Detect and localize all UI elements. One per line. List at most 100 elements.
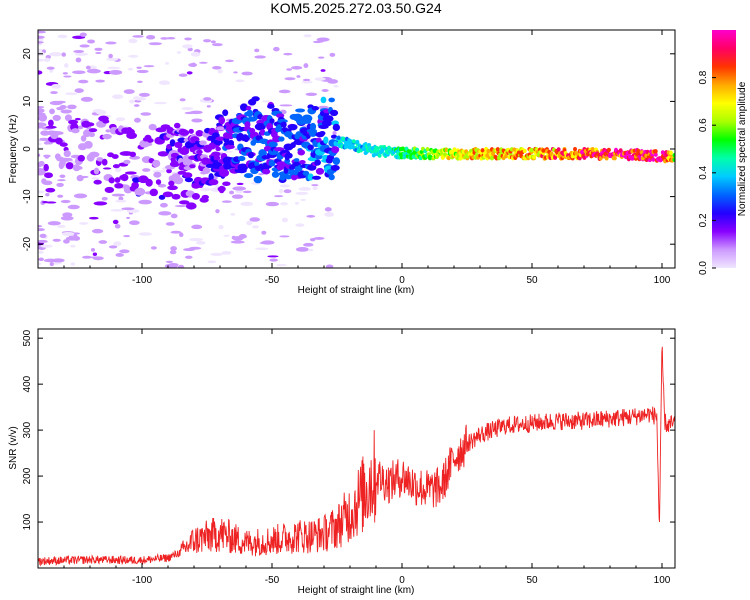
heatmap-cell xyxy=(604,156,609,161)
heatmap-cell xyxy=(184,177,194,183)
heatmap-cell xyxy=(210,40,216,44)
heatmap-cell xyxy=(50,91,58,95)
x-tick-label: -100 xyxy=(132,275,152,286)
heatmap-cell xyxy=(45,187,56,193)
heatmap-cell xyxy=(120,173,129,182)
heatmap-cell xyxy=(137,80,143,83)
heatmap-cell xyxy=(64,63,69,68)
heatmap-cell xyxy=(199,140,207,146)
heatmap-cell xyxy=(87,39,96,44)
heatmap-cell xyxy=(101,196,108,201)
heatmap-cell xyxy=(152,159,161,168)
heatmap-cell xyxy=(72,70,86,75)
heatmap-cell xyxy=(425,147,430,152)
heatmap-cell xyxy=(198,61,208,64)
heatmap-cell xyxy=(115,199,127,203)
heatmap-cell xyxy=(218,185,225,194)
heatmap-cell xyxy=(93,167,100,175)
heatmap-cell xyxy=(38,122,47,128)
heatmap-cell xyxy=(38,167,46,176)
heatmap-cell xyxy=(279,104,293,107)
heatmap-cell xyxy=(174,141,183,147)
heatmap-cell xyxy=(57,194,64,198)
heatmap-cell xyxy=(45,201,57,204)
heatmap-cell xyxy=(98,240,108,244)
heatmap-cell xyxy=(268,159,276,167)
heatmap-cell xyxy=(206,105,211,108)
heatmap-cell xyxy=(85,65,91,70)
heatmap-cell xyxy=(261,230,267,235)
heatmap-cell xyxy=(191,224,203,230)
heatmap-cell xyxy=(278,89,291,94)
heatmap-cell xyxy=(93,179,102,185)
heatmap-cell xyxy=(268,141,278,148)
heatmap-cell xyxy=(112,94,124,100)
heatmap-cell xyxy=(262,168,271,175)
heatmap-cell xyxy=(222,109,229,117)
heatmap-cell xyxy=(296,75,301,78)
heatmap-cell xyxy=(134,96,147,101)
heatmap-cell xyxy=(262,100,272,103)
heatmap-cell xyxy=(184,111,196,115)
heatmap-cell xyxy=(40,244,53,248)
heatmap-cell xyxy=(157,183,167,188)
heatmap-cell xyxy=(203,39,212,43)
heatmap-cell xyxy=(315,167,325,175)
heatmap-cell xyxy=(142,168,151,172)
heatmap-cell xyxy=(45,193,50,197)
heatmap-cell xyxy=(140,112,152,116)
heatmap-cell xyxy=(38,58,45,62)
heatmap-cell xyxy=(149,188,159,197)
y-tick-label: 400 xyxy=(22,375,33,392)
heatmap-cell xyxy=(153,101,168,105)
heatmap-cell xyxy=(603,151,608,157)
heatmap-cell xyxy=(115,253,124,257)
heatmap-cell xyxy=(375,146,380,151)
x-tick-label: -50 xyxy=(265,275,280,286)
heatmap-cell xyxy=(126,216,131,219)
heatmap-cell xyxy=(92,256,104,261)
heatmap-cell xyxy=(243,134,250,143)
heatmap-cell xyxy=(150,246,157,250)
heatmap-cell xyxy=(170,246,178,251)
heatmap-cell xyxy=(38,160,45,167)
snr-panel: -100 -50 0 50 100 100 200 300 400 500 Height of s… xyxy=(8,328,676,596)
heatmap-cell xyxy=(158,194,166,200)
heatmap-cell xyxy=(80,96,93,102)
heatmap-cell xyxy=(672,157,675,163)
heatmap-cell xyxy=(324,211,335,217)
heatmap-cell xyxy=(247,151,255,159)
heatmap-cell xyxy=(314,77,326,81)
heatmap-cell xyxy=(79,44,90,48)
heatmap-cell xyxy=(104,186,115,193)
heatmap-cell xyxy=(177,264,185,268)
heatmap-cell xyxy=(102,133,112,140)
heatmap-cell xyxy=(134,117,141,123)
heatmap-cell xyxy=(138,232,152,236)
heatmap-cell xyxy=(57,34,68,39)
heatmap-cell xyxy=(62,212,73,218)
heatmap-cell xyxy=(332,123,341,132)
heatmap-cell xyxy=(224,150,233,153)
heatmap-cell xyxy=(246,109,254,118)
y-tick-label: -20 xyxy=(22,237,33,252)
heatmap-cell xyxy=(185,202,197,210)
heatmap-cell xyxy=(38,108,45,114)
heatmap-cell xyxy=(75,57,82,63)
heatmap-cell xyxy=(65,92,78,96)
heatmap-cell xyxy=(329,52,336,57)
heatmap-cell xyxy=(504,153,508,159)
heatmap-cell xyxy=(224,144,235,150)
heatmap-cell xyxy=(179,129,190,136)
colorbar-tick-label: 0.6 xyxy=(698,118,709,132)
heatmap-cell xyxy=(184,37,192,41)
heatmap-cell xyxy=(59,174,66,178)
heatmap-cell xyxy=(321,89,329,92)
heatmap-cell xyxy=(88,128,98,133)
heatmap-cell xyxy=(295,191,309,195)
heatmap-cell xyxy=(108,177,115,184)
heatmap-cell xyxy=(291,65,303,70)
heatmap-cell xyxy=(107,66,121,70)
heatmap-cell xyxy=(127,67,134,71)
